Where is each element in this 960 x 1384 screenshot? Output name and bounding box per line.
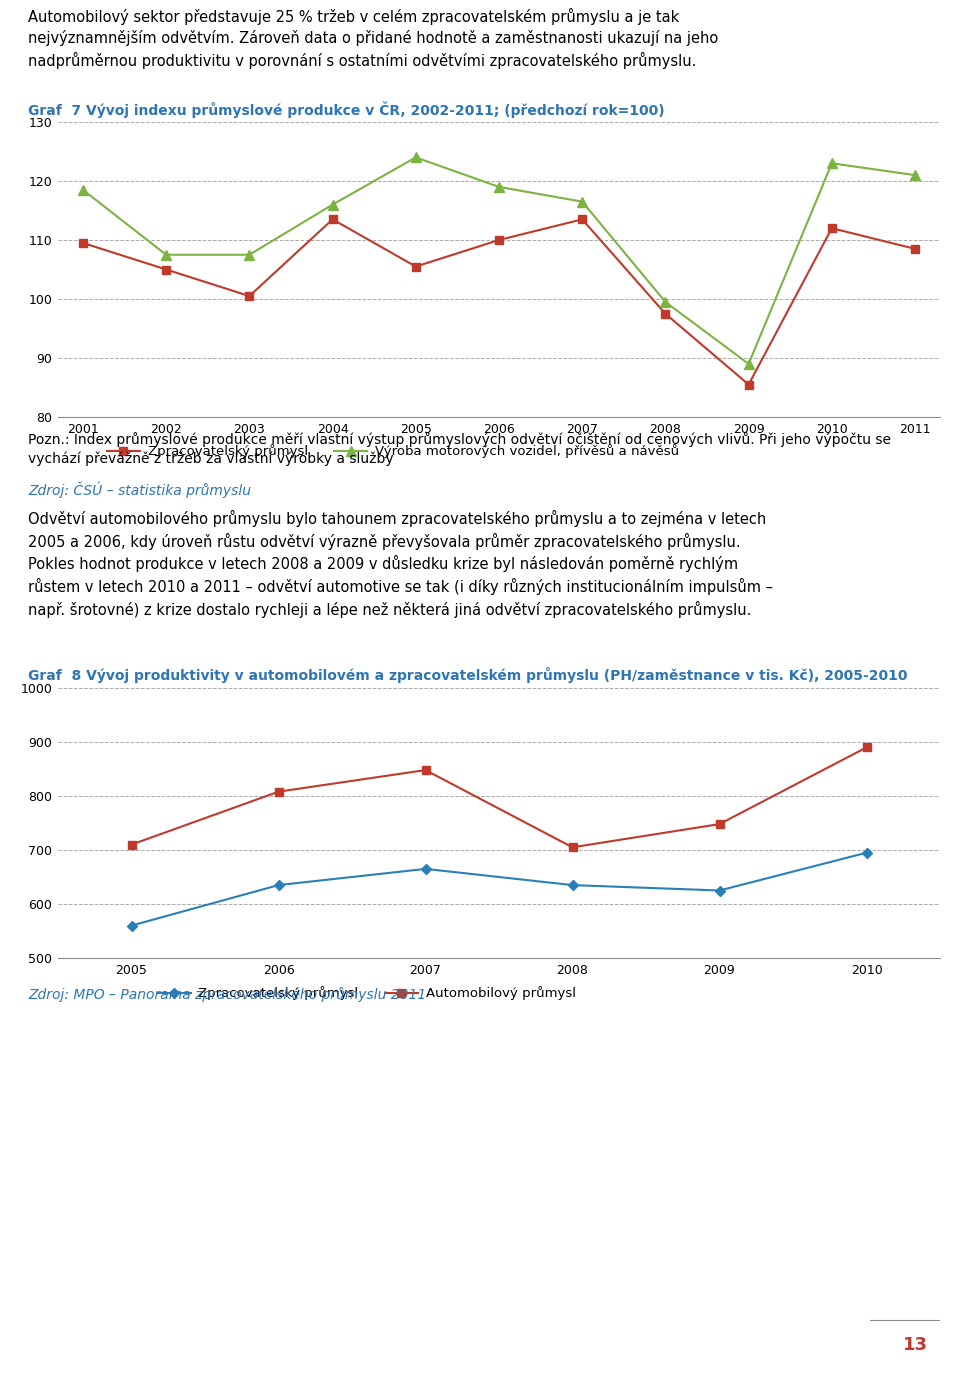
Text: Automobilový sektor představuje 25 % tržeb v celém zpracovatelském průmyslu a je: Automobilový sektor představuje 25 % trž… bbox=[28, 8, 718, 69]
Text: Graf  7 Vývoj indexu průmyslové produkce v ČR, 2002-2011; (předchozí rok=100): Graf 7 Vývoj indexu průmyslové produkce … bbox=[28, 102, 664, 118]
Text: Graf  8 Vývoj produktivity v automobilovém a zpracovatelském průmyslu (PH/zaměst: Graf 8 Vývoj produktivity v automobilové… bbox=[28, 667, 907, 682]
Text: Zdroj: MPO – Panorama zpracovatelského průmyslu 2011: Zdroj: MPO – Panorama zpracovatelského p… bbox=[28, 988, 426, 1002]
Text: 13: 13 bbox=[902, 1336, 927, 1354]
Text: Odvětví automobilového průmyslu bylo tahounem zpracovatelského průmyslu a to zej: Odvětví automobilového průmyslu bylo tah… bbox=[28, 509, 773, 617]
Legend: Zpracovatelský průmysl, Výroba motorových vozidel, přívěsů a návěsů: Zpracovatelský průmysl, Výroba motorovýc… bbox=[102, 439, 684, 464]
Text: Zdroj: ČSÚ – statistika průmyslu: Zdroj: ČSÚ – statistika průmyslu bbox=[28, 482, 251, 498]
Legend: Zpracovatelský průmysl, Automobilový průmysl: Zpracovatelský průmysl, Automobilový prů… bbox=[153, 981, 581, 1005]
Text: Pozn.: Index průmyslové produkce měří vlastní výstup průmyslových odvětví očiště: Pozn.: Index průmyslové produkce měří vl… bbox=[28, 432, 891, 466]
